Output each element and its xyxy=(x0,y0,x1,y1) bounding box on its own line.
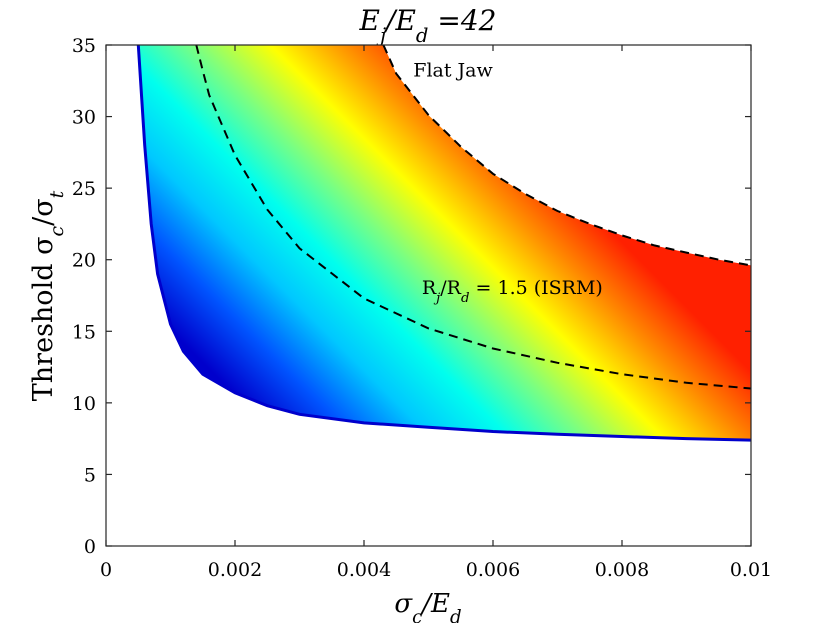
x-tick-label: 0.004 xyxy=(337,559,391,581)
plot-frame xyxy=(105,44,752,547)
chart-title: Ej/Ed =42 xyxy=(359,4,497,47)
x-tick-label: 0.008 xyxy=(595,559,649,581)
x-axis-label: σc/Ed xyxy=(394,589,461,623)
y-tick-label: 25 xyxy=(72,178,96,200)
y-axis-label: Threshold σc/σt xyxy=(28,190,68,401)
y-tick-label: 0 xyxy=(84,536,96,558)
feasible-region xyxy=(138,45,751,441)
lower-boundary-line xyxy=(136,45,751,442)
x-tick-label: 0.002 xyxy=(208,559,262,581)
y-tick-label: 20 xyxy=(72,250,96,272)
x-tick-label: 0.006 xyxy=(466,559,520,581)
flat-jaw-label: Flat Jaw xyxy=(413,59,493,81)
plot-area xyxy=(136,45,751,442)
isrm-line xyxy=(195,45,751,390)
y-tick-label: 10 xyxy=(72,393,96,415)
annotations: Flat Jaw Rj/Rd = 1.5 (ISRM) xyxy=(413,59,603,305)
y-tick-label: 35 xyxy=(72,35,96,57)
x-tick-label: 0 xyxy=(100,559,112,581)
isrm-label: Rj/Rd = 1.5 (ISRM) xyxy=(422,277,603,306)
y-tick-label: 5 xyxy=(84,464,96,486)
y-axis: 0 5 10 15 20 25 30 35 xyxy=(72,35,751,558)
x-axis: 0 0.002 0.004 0.006 0.008 0.01 xyxy=(100,45,772,581)
y-tick-label: 15 xyxy=(72,321,96,343)
x-tick-label: 0.01 xyxy=(730,559,772,581)
flat-jaw-line xyxy=(382,45,751,267)
y-tick-label: 30 xyxy=(72,107,96,129)
